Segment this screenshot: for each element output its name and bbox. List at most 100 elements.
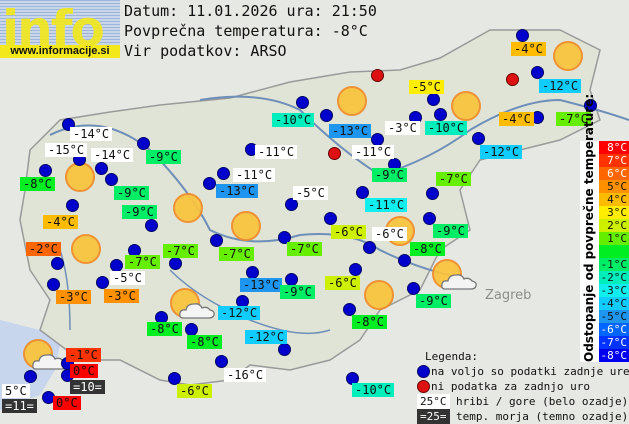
mountain-temperature-label[interactable]: -5°C [110,271,145,285]
temperature-label[interactable]: -9°C [114,186,149,200]
temperature-label[interactable]: -4°C [511,42,546,56]
temperature-label[interactable]: -7°C [219,247,254,261]
station-dot[interactable] [278,343,291,356]
station-dot[interactable] [105,173,118,186]
temperature-label[interactable]: -9°C [433,224,468,238]
station-dot[interactable] [531,66,544,79]
temperature-label[interactable]: -6°C [177,384,212,398]
mountain-temperature-label[interactable]: -5°C [293,186,328,200]
station-dot[interactable] [24,370,37,383]
station-dot[interactable] [169,257,182,270]
station-dot[interactable] [363,241,376,254]
station-dot[interactable] [217,167,230,180]
temperature-label[interactable]: -8°C [147,322,182,336]
temperature-label[interactable]: 0°C [53,396,81,410]
temperature-label[interactable]: -10°C [425,121,468,135]
temperature-label[interactable]: -10°C [272,113,315,127]
temperature-label[interactable]: -8°C [352,315,387,329]
station-dot[interactable] [96,276,109,289]
temperature-label[interactable]: -9°C [416,294,451,308]
station-dot[interactable] [215,355,228,368]
temperature-label[interactable]: -2°C [26,242,61,256]
station-dot[interactable] [47,278,60,291]
mountain-temperature-label[interactable]: -14°C [91,148,134,162]
station-dot[interactable] [423,212,436,225]
mountain-temperature-label[interactable]: -14°C [70,127,113,141]
temperature-label[interactable]: -9°C [372,168,407,182]
station-dot[interactable] [51,257,64,270]
station-dot[interactable] [39,164,52,177]
station-dot[interactable] [210,234,223,247]
temperature-label[interactable]: -12°C [245,330,288,344]
temperature-label[interactable]: -4°C [43,215,78,229]
station-dot[interactable] [349,263,362,276]
mountain-temperature-label[interactable]: -11°C [352,145,395,159]
station-dot[interactable] [398,254,411,267]
temperature-label[interactable]: -7°C [287,242,322,256]
mountain-temperature-label[interactable]: -11°C [255,145,298,159]
red-dot-icon [417,380,430,393]
station-dot-missing[interactable] [506,73,519,86]
station-dot-missing[interactable] [328,147,341,160]
temperature-label[interactable]: -9°C [280,285,315,299]
temperature-label[interactable]: -8°C [20,177,55,191]
temperature-label[interactable]: -6°C [331,225,366,239]
mountain-temperature-label[interactable]: -15°C [45,143,88,157]
mountain-temperature-label[interactable]: -6°C [372,227,407,241]
station-dot[interactable] [145,219,158,232]
logo-url[interactable]: www.informacije.si [0,45,120,58]
station-dot[interactable] [168,372,181,385]
station-dot[interactable] [285,198,298,211]
station-dot[interactable] [95,162,108,175]
sea-temperature-label[interactable]: =10= [70,380,105,394]
mountain-temperature-label[interactable]: -3°C [385,121,420,135]
temperature-label[interactable]: -3°C [104,289,139,303]
temperature-label[interactable]: -9°C [146,150,181,164]
temperature-label[interactable]: -6°C [325,276,360,290]
temperature-label[interactable]: -3°C [56,290,91,304]
temperature-label[interactable]: -4°C [499,112,534,126]
temperature-label[interactable]: -7°C [436,172,471,186]
mountain-temperature-label[interactable]: 5°C [2,384,30,398]
station-dot[interactable] [320,109,333,122]
mountain-temperature-label[interactable]: -16°C [224,368,267,382]
temperature-label[interactable]: -8°C [410,242,445,256]
temperature-label[interactable]: -13°C [240,278,283,292]
temperature-label[interactable]: -10°C [352,383,395,397]
mountain-temperature-label[interactable]: -11°C [233,168,276,182]
station-dot[interactable] [343,303,356,316]
temperature-label[interactable]: -12°C [218,306,261,320]
station-dot-missing[interactable] [371,69,384,82]
station-dot[interactable] [584,99,597,112]
station-dot[interactable] [278,231,291,244]
temperature-label[interactable]: -11°C [365,198,408,212]
station-dot[interactable] [434,108,447,121]
station-dot[interactable] [203,177,216,190]
sea-temperature-label[interactable]: =11= [2,399,37,413]
temperature-label[interactable]: -12°C [539,79,582,93]
temperature-label[interactable]: -7°C [125,255,160,269]
station-dot[interactable] [296,96,309,109]
temperature-label[interactable]: -12°C [480,145,523,159]
temperature-label[interactable]: -7°C [163,244,198,258]
temperature-label[interactable]: -13°C [216,184,259,198]
station-dot[interactable] [407,282,420,295]
temperature-label[interactable]: -5°C [409,80,444,94]
temperature-label[interactable]: -7°C [556,112,591,126]
station-dot[interactable] [426,187,439,200]
station-dot[interactable] [356,186,369,199]
temperature-label[interactable]: 0°C [70,364,98,378]
temperature-label[interactable]: -13°C [329,124,372,138]
temperature-label[interactable]: -9°C [122,205,157,219]
logo[interactable]: info www.informacije.si [0,0,120,58]
station-dot[interactable] [137,137,150,150]
station-dot[interactable] [516,29,529,42]
temperature-label[interactable]: -8°C [187,335,222,349]
station-dot[interactable] [66,199,79,212]
station-dot[interactable] [324,212,337,225]
station-dot[interactable] [427,93,440,106]
temperature-label[interactable]: -1°C [66,348,101,362]
deviation-scale: Odstopanje od povprečne temperature: 8°C… [580,94,629,362]
river-drava [199,95,629,177]
station-dot[interactable] [472,132,485,145]
